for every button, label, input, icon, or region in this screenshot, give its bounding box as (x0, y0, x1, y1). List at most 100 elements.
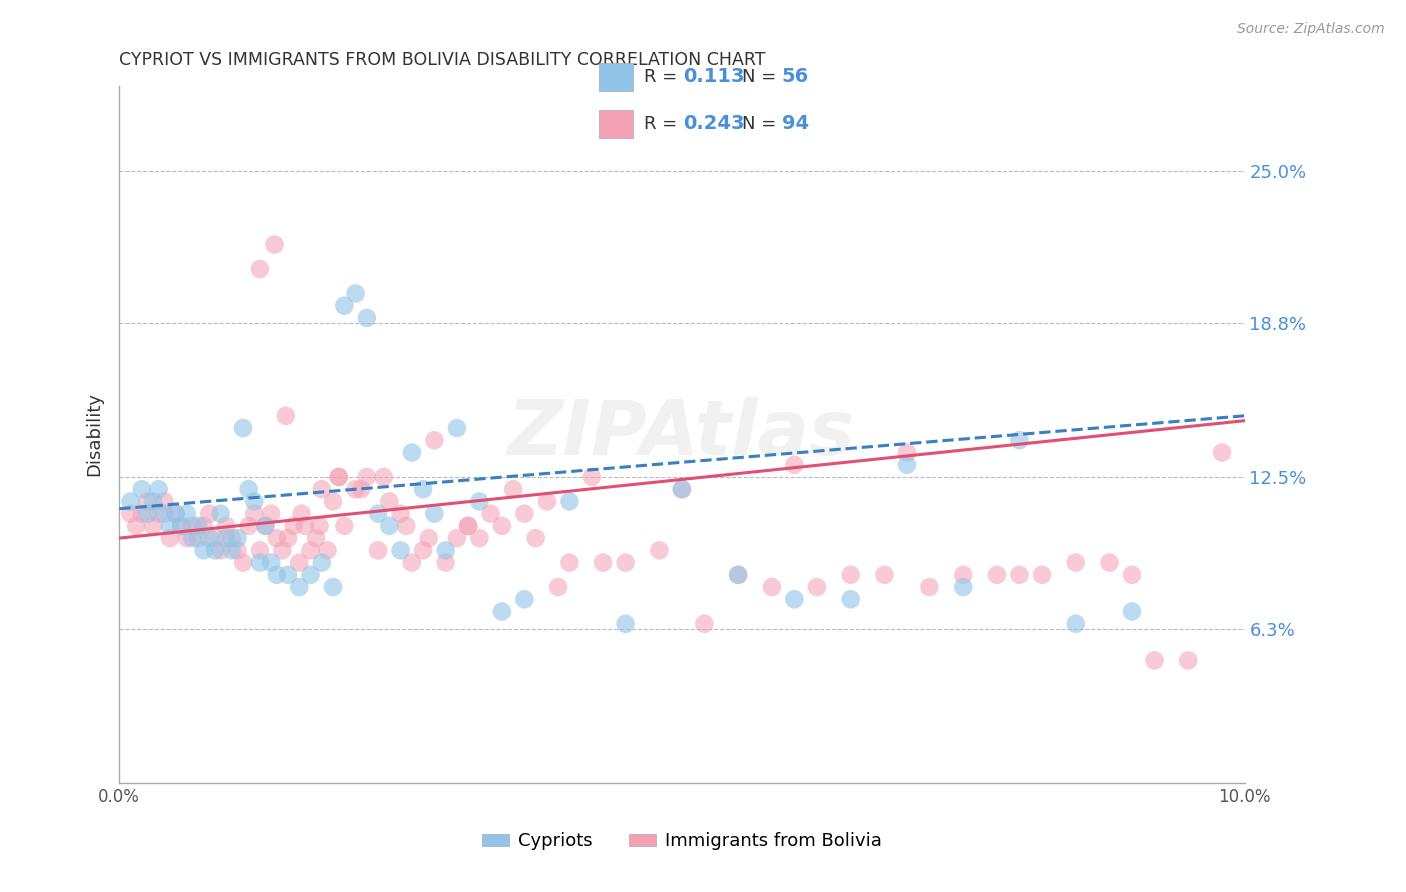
Point (165, 507, 187, 521)
Point (308, 519, 330, 533)
Point (367, 543, 389, 558)
Text: N =: N = (742, 68, 782, 86)
Point (446, 421, 468, 435)
Point (322, 580, 344, 594)
Point (294, 519, 316, 533)
Point (592, 556, 614, 570)
Point (153, 507, 176, 521)
Text: 94: 94 (782, 114, 808, 133)
Point (142, 494, 165, 508)
Point (249, 262, 271, 277)
Point (412, 482, 434, 496)
Point (1031, 567, 1053, 582)
Point (418, 531, 440, 545)
Point (131, 507, 153, 521)
Point (434, 556, 457, 570)
Point (491, 605, 513, 619)
Point (536, 494, 558, 508)
Point (806, 580, 828, 594)
Point (277, 567, 299, 582)
Point (1098, 556, 1121, 570)
Point (311, 556, 333, 570)
Point (136, 507, 159, 521)
Point (373, 470, 395, 484)
Point (423, 507, 446, 521)
Text: 56: 56 (782, 68, 808, 87)
Point (671, 482, 693, 496)
Point (136, 494, 159, 508)
Bar (599, 63, 633, 91)
Point (311, 482, 333, 496)
Point (322, 494, 344, 508)
Point (783, 458, 806, 472)
Point (187, 519, 209, 533)
Point (215, 531, 238, 545)
Point (693, 616, 716, 631)
Point (125, 519, 148, 533)
Point (614, 556, 637, 570)
Point (271, 543, 294, 558)
Point (952, 580, 974, 594)
Point (952, 567, 974, 582)
Point (873, 567, 896, 582)
Point (839, 567, 862, 582)
Point (328, 470, 350, 484)
Point (395, 519, 418, 533)
Point (468, 494, 491, 508)
Point (176, 531, 198, 545)
Point (159, 531, 181, 545)
Point (389, 507, 412, 521)
Text: 0.243: 0.243 (683, 114, 745, 133)
Point (378, 494, 401, 508)
Text: Source: ZipAtlas.com: Source: ZipAtlas.com (1237, 22, 1385, 37)
Point (238, 482, 260, 496)
Point (457, 519, 479, 533)
Point (918, 580, 941, 594)
Point (1211, 445, 1233, 459)
Point (198, 507, 221, 521)
Point (468, 531, 491, 545)
Point (727, 567, 749, 582)
Point (1143, 653, 1166, 667)
Point (783, 592, 806, 607)
Point (204, 531, 226, 545)
Point (1177, 653, 1199, 667)
Point (316, 543, 339, 558)
Point (148, 507, 170, 521)
Point (479, 507, 502, 521)
Point (457, 519, 479, 533)
Point (614, 616, 637, 631)
Point (243, 494, 266, 508)
Point (547, 580, 569, 594)
Point (159, 519, 181, 533)
Y-axis label: Disability: Disability (86, 392, 103, 476)
Point (350, 482, 373, 496)
Point (148, 482, 170, 496)
Point (333, 299, 356, 313)
Point (221, 531, 243, 545)
Text: CYPRIOT VS IMMIGRANTS FROM BOLIVIA DISABILITY CORRELATION CHART: CYPRIOT VS IMMIGRANTS FROM BOLIVIA DISAB… (120, 51, 766, 69)
Legend: Cypriots, Immigrants from Bolivia: Cypriots, Immigrants from Bolivia (475, 825, 889, 857)
Point (153, 494, 176, 508)
Point (356, 470, 378, 484)
Point (288, 580, 311, 594)
Point (558, 556, 581, 570)
Point (513, 592, 536, 607)
Point (288, 556, 311, 570)
Point (249, 543, 271, 558)
Point (221, 543, 243, 558)
Point (181, 531, 204, 545)
Point (401, 556, 423, 570)
Point (193, 543, 215, 558)
Point (333, 519, 356, 533)
Point (170, 519, 193, 533)
Point (260, 507, 283, 521)
Point (226, 531, 249, 545)
Point (1064, 616, 1087, 631)
Point (170, 519, 193, 533)
Point (260, 556, 283, 570)
Point (434, 543, 457, 558)
Point (131, 482, 153, 496)
Text: N =: N = (742, 115, 782, 133)
Text: ZIPAtlas: ZIPAtlas (508, 397, 856, 471)
